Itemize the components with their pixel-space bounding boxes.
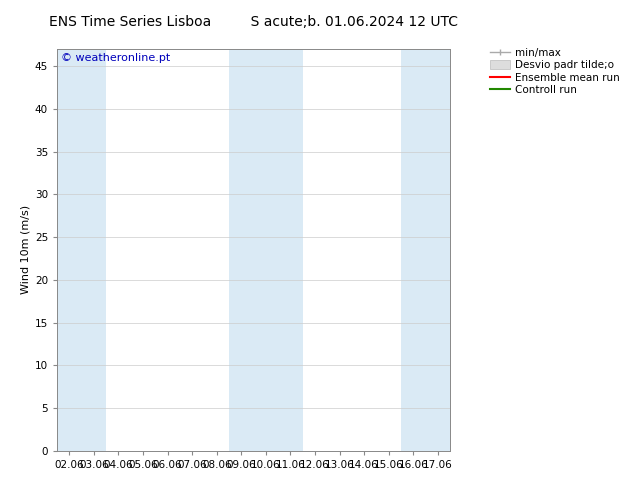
Text: ENS Time Series Lisboa         S acute;b. 01.06.2024 12 UTC: ENS Time Series Lisboa S acute;b. 01.06.… bbox=[49, 15, 458, 29]
Bar bbox=[57, 49, 106, 451]
Bar bbox=[401, 49, 450, 451]
Y-axis label: Wind 10m (m/s): Wind 10m (m/s) bbox=[21, 205, 30, 294]
Text: © weatheronline.pt: © weatheronline.pt bbox=[61, 53, 171, 63]
Bar bbox=[229, 49, 303, 451]
Legend: min/max, Desvio padr tilde;o, Ensemble mean run, Controll run: min/max, Desvio padr tilde;o, Ensemble m… bbox=[486, 45, 623, 98]
